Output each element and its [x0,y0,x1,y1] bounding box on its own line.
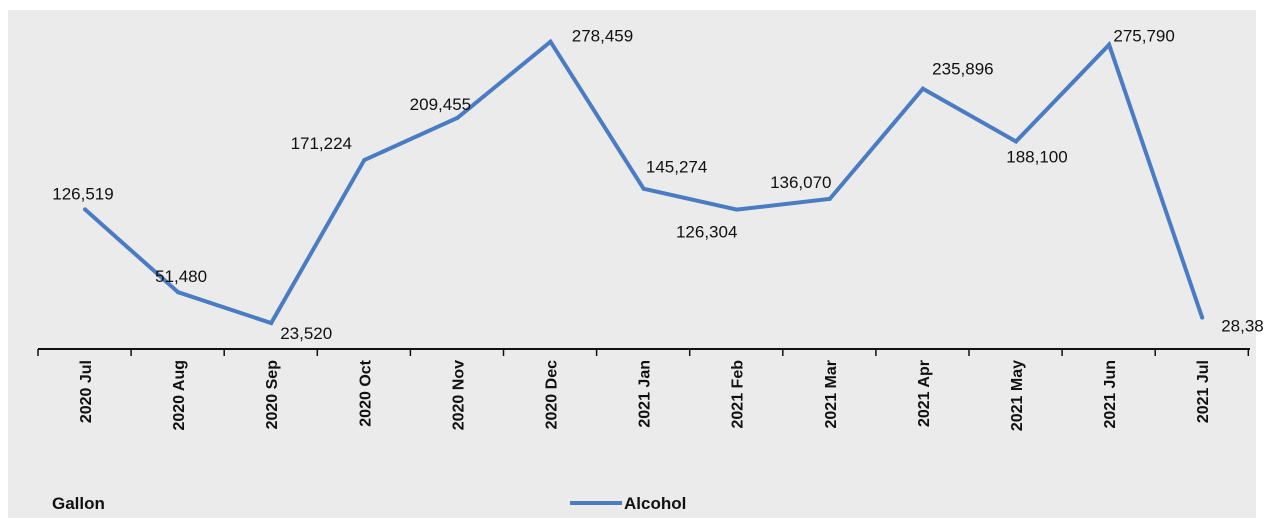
data-label: 145,274 [646,158,707,177]
data-point [641,186,646,191]
x-axis [37,348,1250,356]
x-tick-label: 2020 Sep [264,360,281,430]
data-point [176,290,181,295]
plot-background [8,10,1256,518]
x-tick-label: 2020 Oct [357,359,374,426]
data-labels: 126,519 51,480 23,520 171,224 209,455 278,459… [52,27,1264,343]
data-label: 275,790 [1113,27,1174,46]
x-tick-label: 2021 Apr [916,360,933,427]
data-label: 235,896 [932,60,993,79]
data-point [269,321,274,326]
x-tick-label: 2021 Jan [637,360,654,428]
data-point [827,196,832,201]
unit-label: Gallon [52,494,105,513]
x-tick-label: 2021 Jul [1195,360,1212,423]
data-label: 209,455 [410,95,471,114]
x-tick-label: 2021 Mar [823,360,840,429]
data-label: 51,480 [155,267,207,286]
series-layer [83,38,1205,326]
data-point [362,158,367,163]
data-label: 171,224 [291,134,352,153]
data-label: 188,100 [1006,147,1067,166]
data-point [920,86,925,91]
data-label: 126,304 [676,223,737,242]
data-point [455,115,460,120]
x-tick-label: 2021 Feb [730,360,747,429]
data-point [548,39,553,44]
data-point [83,207,87,212]
x-tick-label: 2020 Nov [450,360,467,430]
data-label: 28,389 [1221,317,1264,336]
x-tick-label: 2021 May [1009,360,1026,431]
data-label: 23,520 [280,324,332,343]
x-tick-label: 2020 Dec [544,360,561,429]
data-point [1200,315,1205,320]
data-label: 126,519 [52,184,113,203]
legend: Alcohol [570,494,686,513]
x-tick-labels: 2020 Jul 2020 Aug 2020 Sep 2020 Oct 2020 Nov… [78,359,1212,431]
data-point [1014,139,1018,144]
data-point [734,207,739,212]
x-tick-label: 2020 Jul [78,360,95,423]
data-point [1107,42,1112,47]
x-tick-label: 2020 Aug [171,360,188,431]
data-label: 278,459 [572,27,633,46]
x-tick-label: 2021 Jun [1102,360,1119,428]
data-label: 136,070 [770,173,831,192]
legend-label-alcohol: Alcohol [624,494,686,513]
